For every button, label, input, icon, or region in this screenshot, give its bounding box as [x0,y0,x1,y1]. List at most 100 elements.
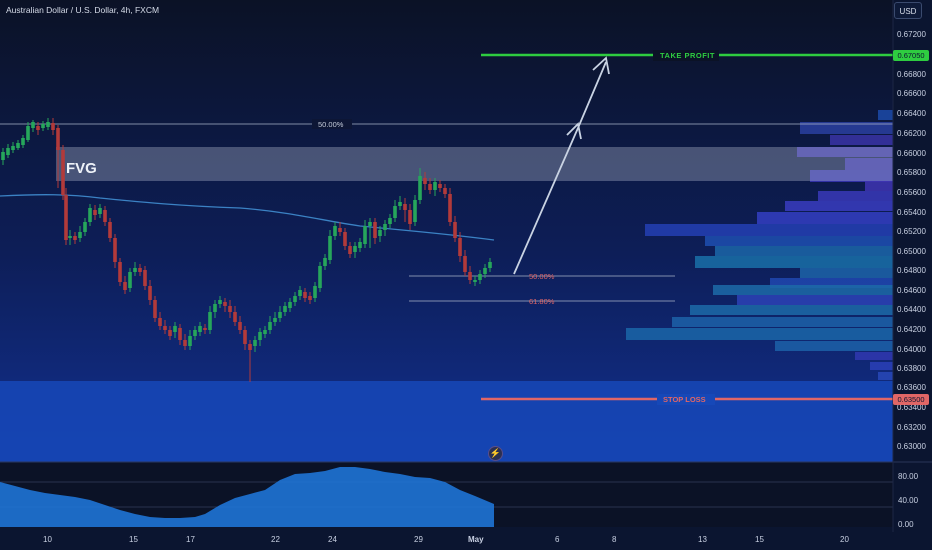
volume-profile-bar [878,110,893,120]
fib-top-label: 50.00% [318,120,344,129]
projection-arrowhead-2 [592,56,610,75]
oscillator-tick-label: 80.00 [898,472,919,481]
currency-button[interactable]: USD [894,2,922,19]
candle-body [443,188,447,194]
candle-body [318,266,322,288]
price-tick-label: 0.65200 [897,227,926,236]
candle-body [21,138,25,145]
candle-body [183,340,187,346]
volume-profile-bar [818,191,893,201]
candle-body [418,176,422,200]
volume-profile-bar [672,317,893,327]
candle-body [64,195,68,240]
candle-body [73,236,77,240]
candle-body [388,218,392,224]
candle-body [173,326,177,332]
candle-body [208,312,212,330]
volume-profile-bar [690,305,893,315]
price-tick-label: 0.64800 [897,266,926,275]
time-tick-label: 17 [186,535,195,544]
candle-body [178,328,182,340]
candle-body [98,208,102,214]
volume-profile [626,110,893,380]
time-tick-label: 8 [612,535,617,544]
projection-arrow-2 [577,61,607,129]
chart-title: Australian Dollar / U.S. Dollar, 4h, FXC… [6,5,160,15]
time-tick-label: 20 [840,535,849,544]
candle-body [468,272,472,280]
candle-body [228,306,232,312]
projection-arrow-1 [513,127,579,275]
candle-body [168,330,172,336]
candle-body [46,122,50,127]
candle-body [16,143,20,148]
candle-body [458,238,462,256]
price-tick-label: 0.63800 [897,364,926,373]
price-tick-label: 0.63200 [897,423,926,432]
fib-low-label: 61.80% [529,297,555,306]
candle-body [278,312,282,318]
candle-body [438,184,442,188]
candle-body [68,236,72,238]
time-tick-label: 24 [328,535,337,544]
candle-body [26,126,30,140]
candle-body [138,268,142,272]
volume-profile-bar [800,122,893,134]
volume-profile-bar [770,278,893,288]
price-tick-label: 0.66200 [897,129,926,138]
time-tick-label: 10 [43,535,52,544]
volume-profile-bar [737,295,893,305]
volume-profile-bar [830,135,893,145]
stop-loss-label: STOP LOSS [663,395,706,404]
candle-body [378,230,382,236]
candle-body [41,124,45,128]
oscillator-tick-label: 40.00 [898,496,919,505]
candle-body [128,272,132,288]
candle-body [258,332,262,340]
candle-body [188,336,192,346]
volume-profile-bar [713,285,893,295]
candle-body [148,286,152,300]
candle-body [293,296,297,302]
candle-body [448,194,452,222]
candle-body [36,126,40,130]
projection-arrowhead-1 [566,122,582,140]
candle-body [193,330,197,336]
candle-body [283,306,287,312]
time-tick-label: 22 [271,535,280,544]
volume-profile-bar [785,201,893,211]
volume-profile-bar [757,212,893,224]
candle-body [198,326,202,332]
volume-profile-bar [865,181,893,191]
time-tick-label: May [468,535,484,544]
time-tick-label: 6 [555,535,560,544]
fib-top-label-bg [312,119,352,129]
candle-body [308,296,312,300]
candle-body [213,304,217,312]
candle-body [373,222,377,238]
time-tick-label: 13 [698,535,707,544]
volume-profile-bar [775,341,893,351]
candle-body [393,206,397,218]
stop-loss-price-badge: 0.63500 [893,394,929,405]
candle-body [248,344,252,350]
fib-mid-label: 50.00% [529,272,555,281]
candle-body [353,246,357,252]
candle-body [263,330,267,334]
volume-profile-bar [870,362,893,370]
price-tick-label: 0.64000 [897,345,926,354]
take-profit-label-bg [653,50,719,61]
price-tick-label: 0.63600 [897,383,926,392]
candle-body [51,123,55,130]
candle-body [343,232,347,246]
volume-profile-bar [810,170,893,182]
candle-body [253,340,257,346]
fvg-label: FVG [66,160,97,177]
candle-body [56,128,60,150]
volume-profile-bar [845,158,893,170]
time-tick-label: 15 [129,535,138,544]
lightning-icon[interactable]: ⚡ [488,446,503,461]
candle-body [273,318,277,322]
